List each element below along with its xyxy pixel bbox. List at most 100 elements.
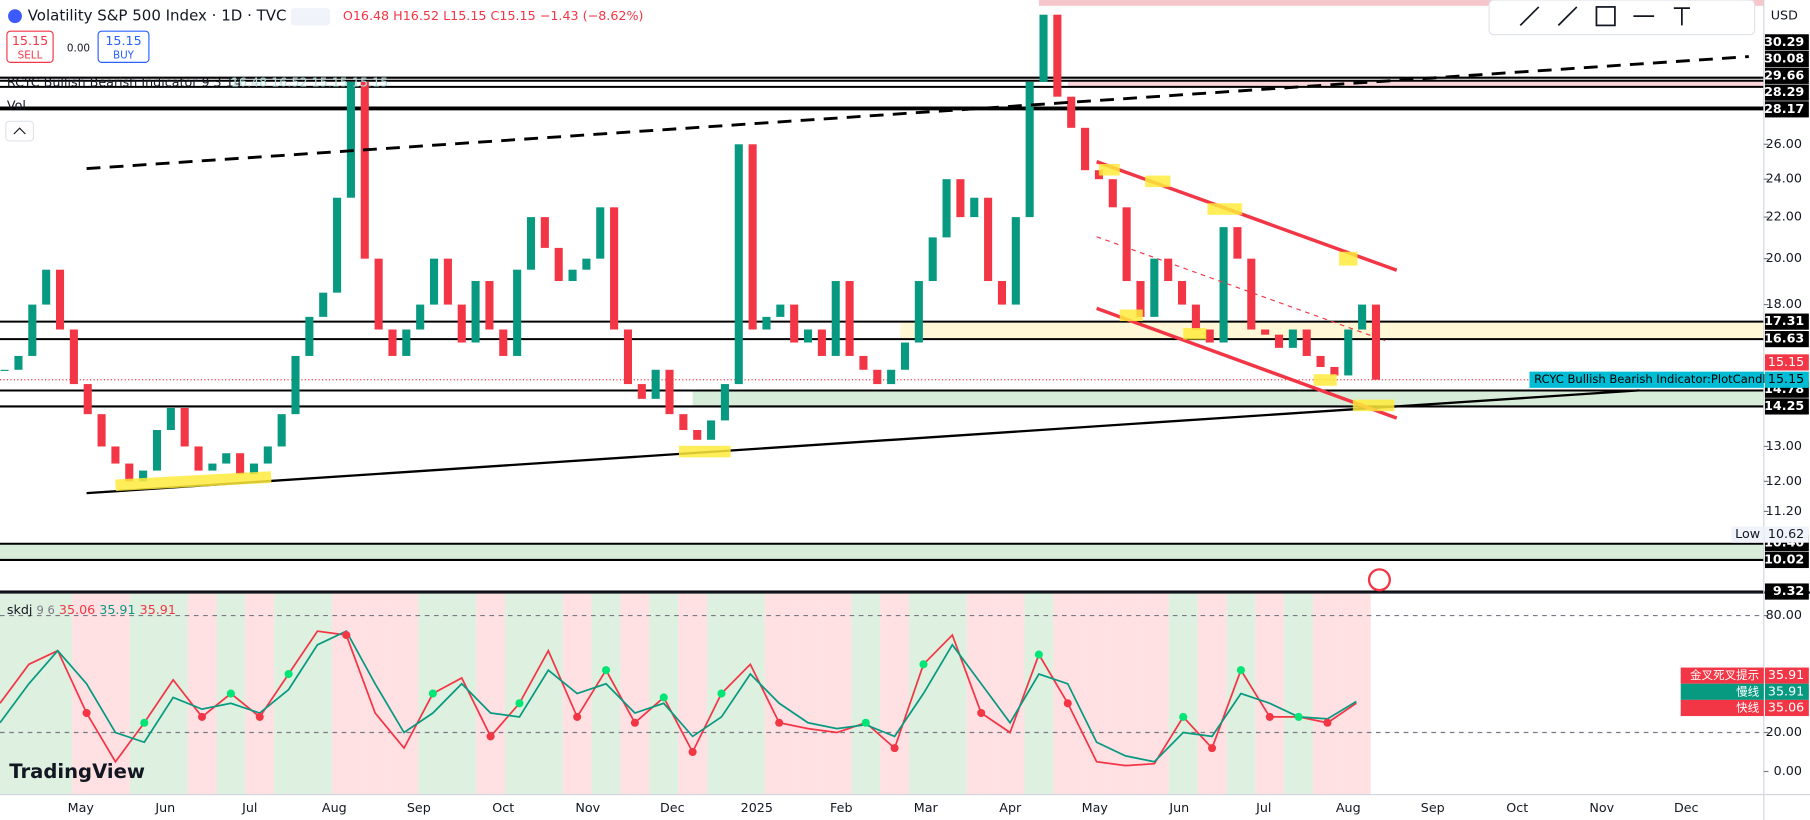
y-tick-label: 22.00: [1766, 209, 1802, 224]
cross-marker: [226, 689, 235, 698]
oscillator-legend: skdj 9 6 35.06 35.91 35.91: [7, 601, 176, 616]
oscillator-band: [822, 593, 852, 795]
cross-marker: [890, 744, 899, 753]
event-icon[interactable]: [1367, 568, 1391, 592]
x-tick-label: Oct: [1506, 800, 1528, 815]
plot-label-box: [1529, 371, 1764, 388]
candle: [1219, 227, 1228, 343]
symbol-title: Volatility S&P 500 Index · 1D · TVC: [28, 7, 287, 25]
zone: [0, 543, 1764, 560]
oscillator-band: [1341, 593, 1371, 795]
oscillator-line: [0, 630, 1357, 767]
tool-ray[interactable]: [1557, 6, 1578, 27]
candle: [970, 197, 979, 218]
highlight: [1098, 164, 1120, 176]
channel-bottom: [1096, 306, 1398, 420]
cross-marker: [1034, 650, 1043, 659]
level-label: 30.08: [1764, 51, 1804, 66]
candle: [693, 430, 702, 440]
x-tick-label: Aug: [322, 800, 347, 815]
candle: [485, 281, 494, 330]
buy-label: BUY: [113, 49, 135, 61]
compare-button[interactable]: [290, 8, 331, 26]
oscillator-band: [505, 593, 534, 795]
plot-label-name: RCYC Bullish Bearish Indicator:PlotCandl…: [1534, 372, 1773, 386]
cross-marker: [197, 712, 207, 721]
x-tick-label: Sep: [407, 800, 431, 815]
oscillator-band: [1082, 593, 1112, 795]
candle: [277, 414, 286, 447]
cross-marker: [1236, 666, 1245, 675]
oscillator-band: [129, 593, 159, 795]
candle: [111, 446, 120, 464]
level-label: 9.32: [1773, 583, 1804, 598]
oscillator-band: [1284, 593, 1314, 795]
x-tick-label: Jul: [241, 800, 257, 815]
candle: [1067, 96, 1076, 128]
oscillator-band: [389, 593, 419, 795]
tool-text[interactable]: [1673, 7, 1690, 26]
oscillator-line: [0, 630, 1357, 763]
oscillator-band: [735, 593, 765, 795]
legend-item: 35.91: [99, 601, 135, 616]
oscillator-band: [851, 593, 881, 795]
candle: [291, 355, 300, 415]
oscillator-band: [966, 593, 996, 795]
plot-value-box: [1764, 371, 1809, 388]
cross-marker: [1294, 712, 1303, 721]
candle: [540, 217, 549, 248]
value-name-box: [1680, 667, 1764, 684]
tool-rectangle[interactable]: [1595, 6, 1616, 27]
oscillator-band: [620, 593, 650, 795]
level-label: 16.63: [1764, 331, 1804, 346]
value-label: 35.06: [1768, 699, 1804, 714]
tool-trendline[interactable]: [1519, 6, 1540, 27]
cross-marker: [1063, 699, 1072, 708]
candle: [748, 144, 757, 330]
oscillator-band: [678, 593, 708, 795]
candle: [984, 197, 993, 282]
candle: [1191, 304, 1200, 330]
cross-marker: [284, 670, 293, 679]
level-label: 30.29: [1764, 34, 1804, 49]
ohlc-open: O16.48: [343, 8, 389, 23]
level-box: [1764, 331, 1809, 348]
candle: [1150, 258, 1159, 317]
level-box: [1764, 51, 1809, 68]
candle: [1344, 329, 1353, 376]
cross-marker: [717, 689, 726, 698]
candle: [513, 269, 522, 356]
candle: [707, 420, 716, 440]
y-tick-label: 80.00: [1766, 607, 1802, 622]
level-box: [1764, 101, 1809, 118]
collapse-button[interactable]: [5, 120, 35, 142]
zone: [1067, 80, 1764, 87]
cross-marker: [977, 708, 986, 718]
oscillator-band: [331, 593, 361, 795]
candle: [42, 269, 51, 305]
ohlc-close: C15.15: [491, 8, 536, 23]
last-price-box: [1764, 354, 1809, 371]
collapse-icon: [13, 127, 26, 135]
candle: [1247, 258, 1256, 330]
x-tick-label: May: [68, 800, 95, 815]
ohlc-low: L15.15: [443, 8, 486, 23]
oscillator-band: [476, 593, 506, 795]
cross-marker: [255, 712, 264, 721]
cross-marker: [82, 708, 91, 718]
indicator-values: 16.48 16.52 15.15 15.15: [231, 75, 388, 90]
value-label: 35.91: [1768, 667, 1804, 682]
candles: [0, 14, 1381, 482]
candle: [1025, 81, 1034, 218]
candle: [762, 316, 771, 330]
value-label: 35.91: [1768, 683, 1804, 698]
zones: [0, 0, 1764, 560]
candle: [0, 369, 9, 371]
candle: [152, 430, 162, 471]
brand: TradingView: [9, 760, 145, 783]
buy-button[interactable]: [97, 30, 150, 63]
cross-marker: [861, 718, 870, 727]
sell-button[interactable]: [6, 30, 54, 63]
y-tick-label: 12.00: [1766, 473, 1802, 488]
